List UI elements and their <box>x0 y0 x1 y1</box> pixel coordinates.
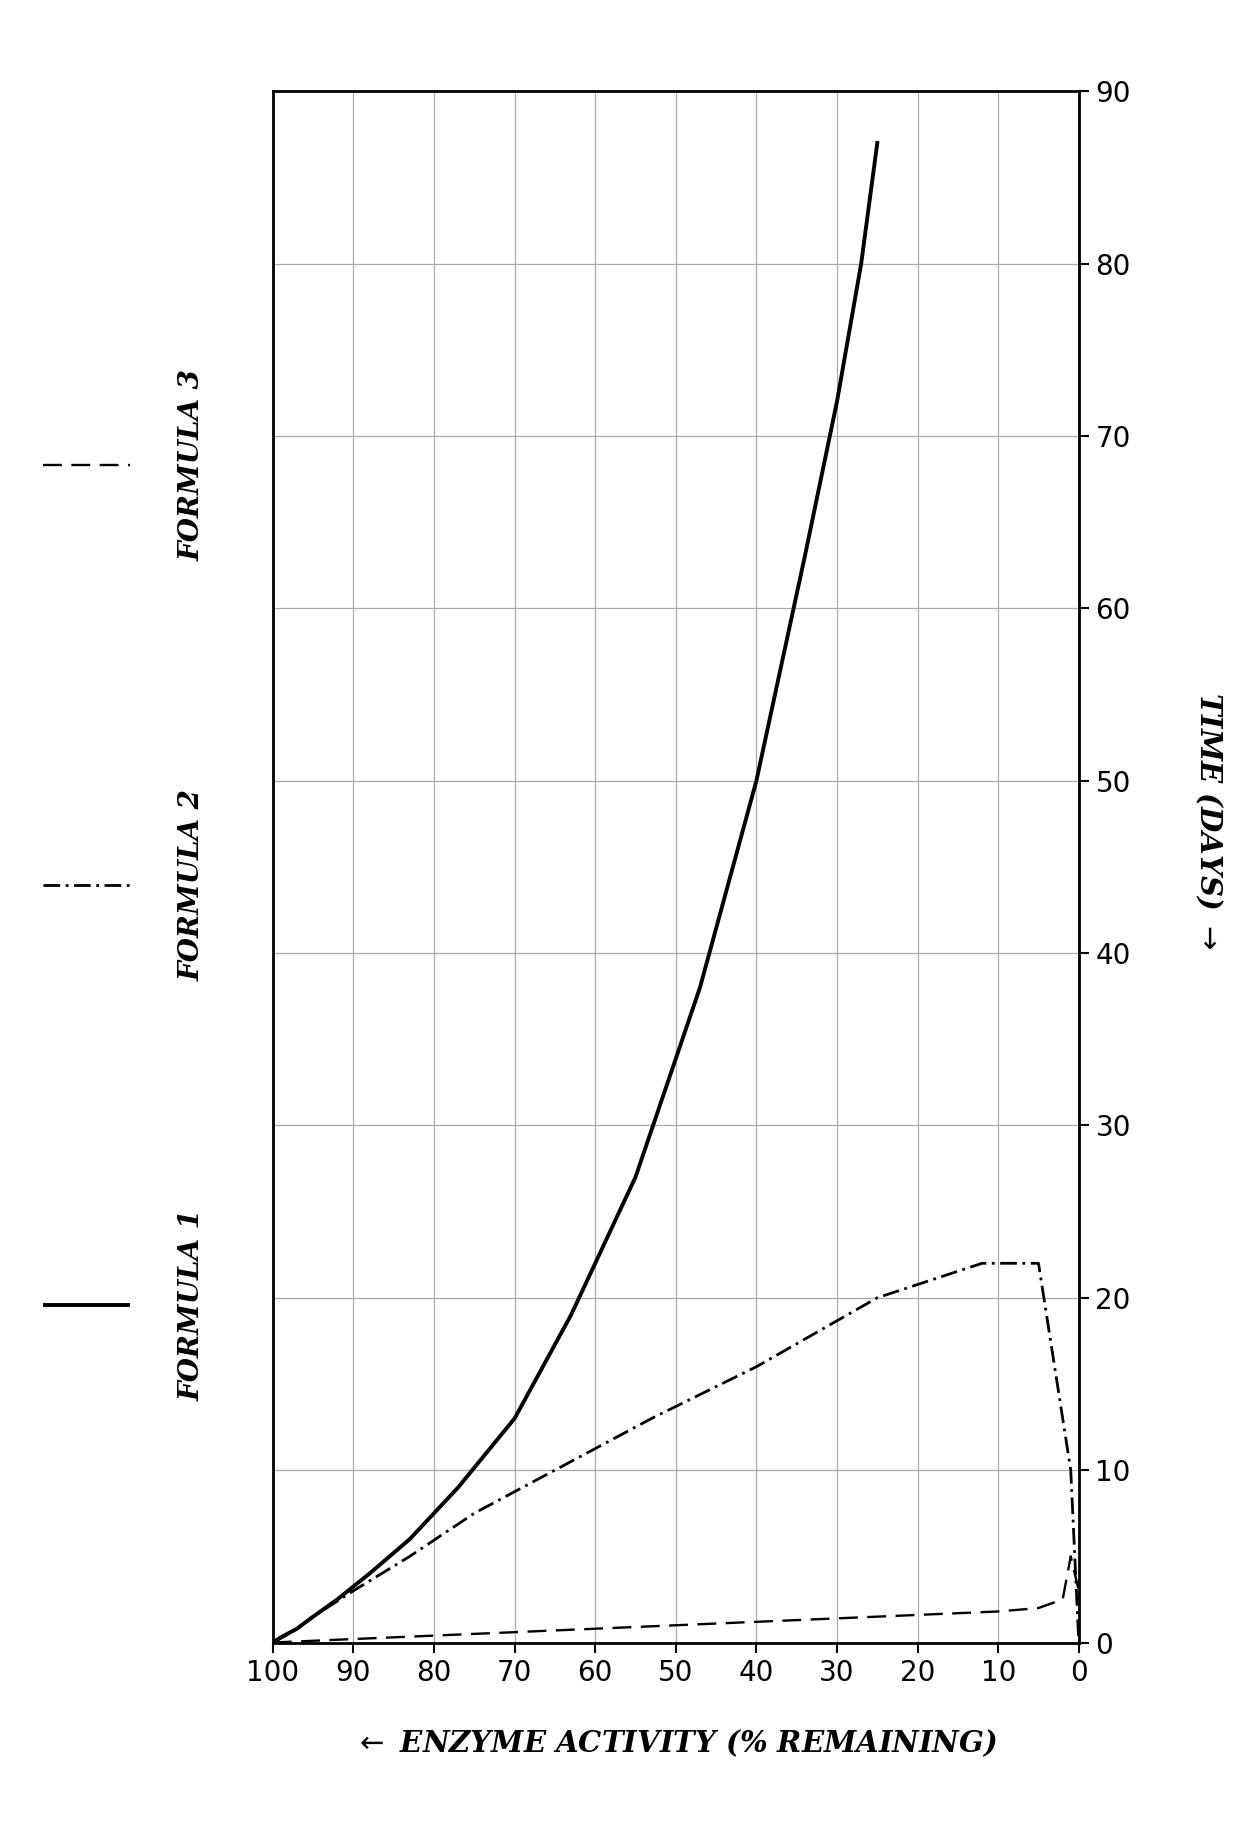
Text: FORMULA 3: FORMULA 3 <box>179 369 206 562</box>
Text: FORMULA 2: FORMULA 2 <box>179 788 206 982</box>
Text: $\leftarrow$ ENZYME ACTIVITY (% REMAINING): $\leftarrow$ ENZYME ACTIVITY (% REMAININ… <box>355 1726 997 1759</box>
Text: TIME (DAYS) $\rightarrow$: TIME (DAYS) $\rightarrow$ <box>1193 692 1225 951</box>
Text: FORMULA 1: FORMULA 1 <box>179 1208 206 1402</box>
